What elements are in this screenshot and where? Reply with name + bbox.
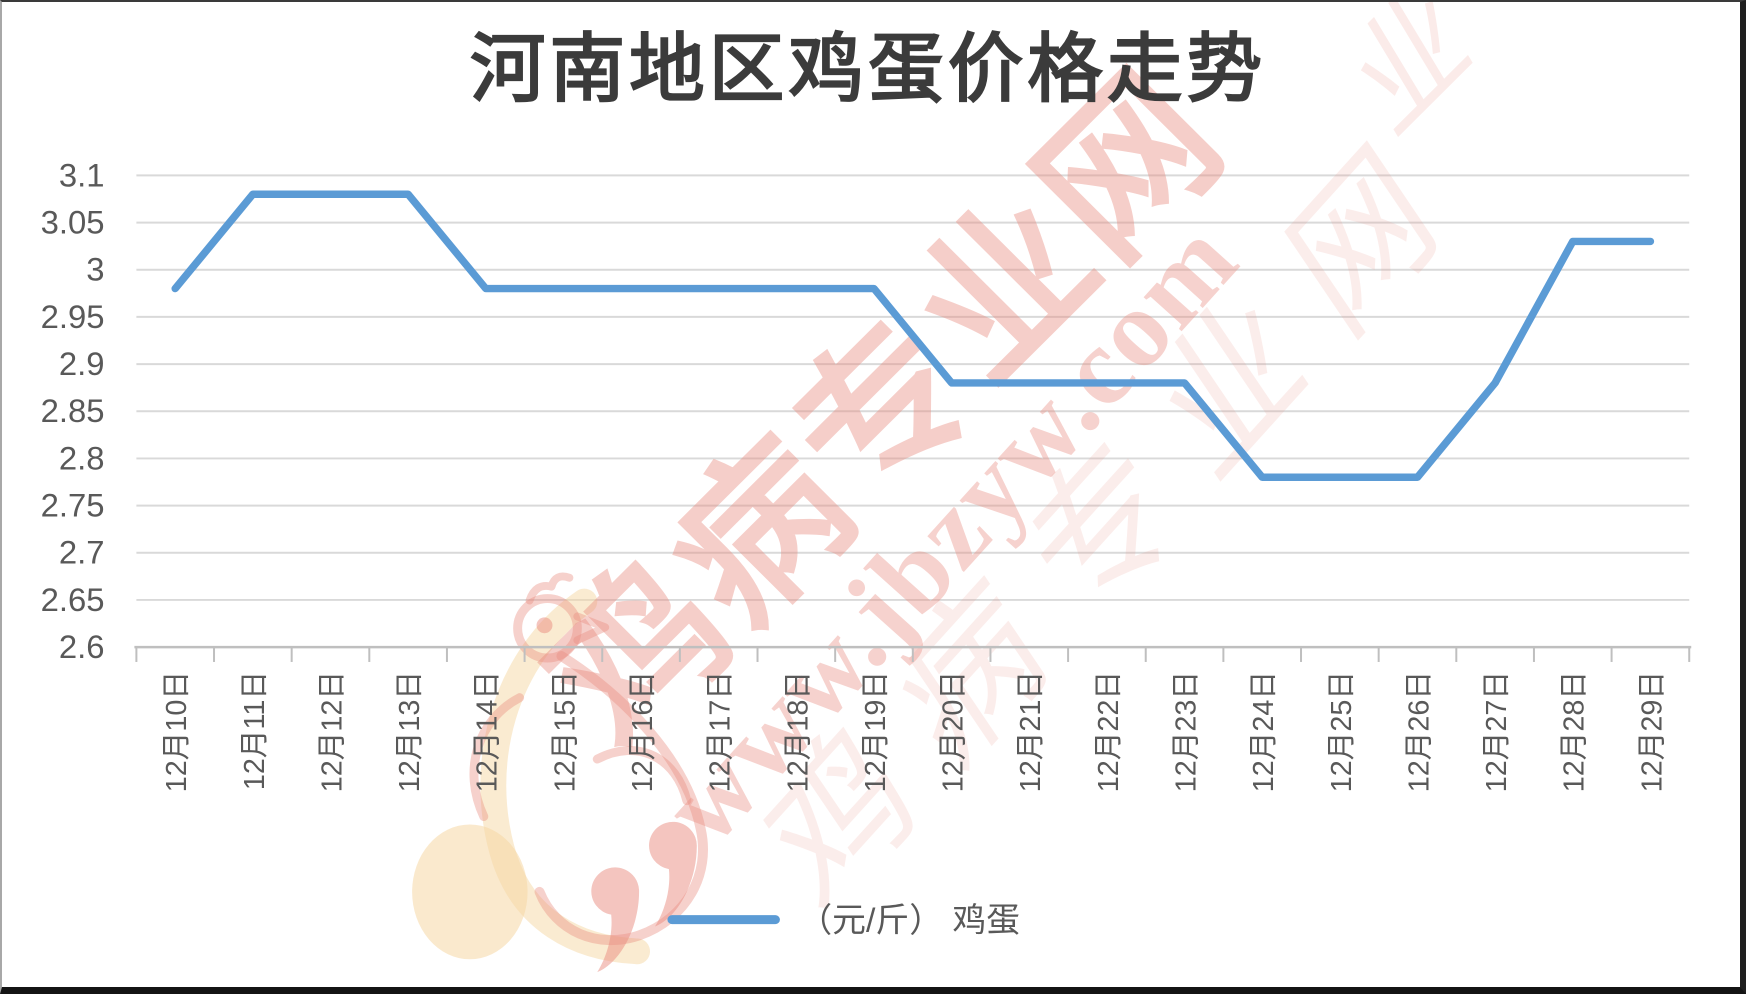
y-axis-label: 3 [86,251,104,288]
comma-mark-2 [649,821,697,927]
x-axis-label: 12月26日 [1403,671,1435,792]
x-axis-label: 12月22日 [1093,671,1125,792]
watermark: 鸡病专业网 业 鸡病专业网 www.jbzyw.com [412,2,1500,973]
y-axis-label: 2.75 [41,487,105,524]
x-axis-label: 12月20日 [938,671,970,792]
chicken-wing [592,746,692,806]
y-axis-label: 2.7 [59,534,105,571]
x-axis-label: 12月13日 [394,671,426,792]
x-axis-label: 12月15日 [549,671,581,792]
chart-title: 河南地区鸡蛋价格走势 [470,29,1266,112]
x-axis-labels: 12月10日 12月11日 12月12日 12月13日 12月14日 12月15日 12月1… [161,671,1668,792]
x-axis-label: 12月16日 [627,671,659,792]
comma-mark-1 [591,867,640,973]
egg-price-line [171,190,1655,481]
y-axis-label: 3.05 [41,204,105,241]
x-axis-label: 12月25日 [1326,671,1358,792]
y-axis-label: 2.65 [41,581,105,618]
x-axis-label: 12月23日 [1170,671,1202,792]
x-axis-label: 12月17日 [705,671,737,792]
chicken-head-outline [513,594,582,663]
chicken-beak [573,612,610,645]
chicken-eye [536,617,553,634]
x-axis-label: 12月21日 [1015,671,1047,792]
chicken-comb [525,572,574,605]
chicken-body [534,651,708,946]
legend-label: （元/斤） 鸡蛋 [798,902,1020,940]
y-axis-label: 2.85 [41,392,105,429]
y-axis-labels: 3.1 3.05 3 2.95 2.9 2.85 2.8 2.75 2.7 2.65 2.6 [41,156,105,665]
x-axis-label: 12月24日 [1248,671,1280,792]
y-axis-label: 2.6 [59,628,105,665]
x-axis-label: 12月19日 [860,671,892,792]
x-axis-label: 12月27日 [1481,671,1513,792]
x-axis-label: 12月14日 [472,671,504,792]
x-axis-label: 12月12日 [316,671,348,792]
x-axis-label: 12月29日 [1636,671,1668,792]
gridlines [136,174,1690,601]
x-axis-label: 12月11日 [239,671,271,790]
chicken-logo-icon [412,572,708,973]
watermark-corner-fragment: 业 [1316,2,1500,158]
x-axis-label: 12月28日 [1559,671,1591,792]
x-axis-label: 12月10日 [161,671,193,792]
logo-cream-swoosh [480,588,651,965]
chicken-tail [469,693,525,822]
price-line-series [171,190,1655,481]
x-axis-label: 12月18日 [782,671,814,792]
y-axis-label: 3.1 [59,156,105,193]
y-axis-label: 2.8 [59,439,105,476]
x-axis [134,645,1692,662]
legend: （元/斤） 鸡蛋 [667,902,1020,940]
y-axis-label: 2.9 [59,345,105,382]
y-axis-label: 2.95 [41,298,105,335]
